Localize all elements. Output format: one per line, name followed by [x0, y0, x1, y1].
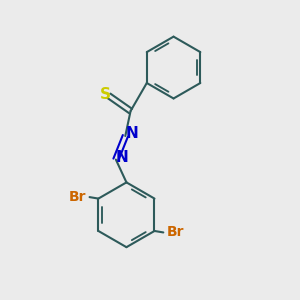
Text: S: S: [100, 87, 111, 102]
Text: N: N: [116, 150, 129, 165]
Text: Br: Br: [167, 225, 184, 239]
Text: Br: Br: [68, 190, 86, 204]
Text: N: N: [125, 126, 138, 141]
